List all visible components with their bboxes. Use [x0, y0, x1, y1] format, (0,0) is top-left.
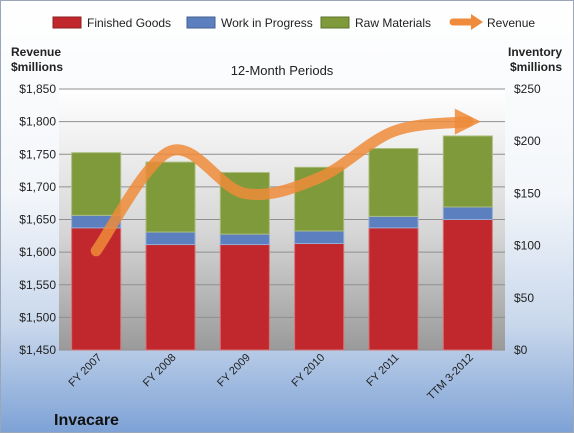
bar-finished-goods	[219, 244, 270, 351]
left-tick-label: $1,500	[19, 310, 56, 324]
company-name: Invacare	[54, 412, 119, 429]
stacked-bars	[71, 135, 493, 351]
category-label: TTM 3-2012	[425, 352, 476, 403]
left-tick-label: $1,800	[19, 115, 56, 129]
bar-raw-materials	[145, 161, 196, 233]
bar-raw-materials	[219, 172, 270, 235]
bar-work-in-progress	[368, 215, 419, 229]
category-label: FY 2008	[141, 352, 179, 390]
left-axis-label-line1: Revenue	[11, 45, 61, 59]
left-axis-label-line2: $millions	[11, 60, 63, 74]
category-label: FY 2010	[290, 352, 328, 390]
legend-arrow	[471, 14, 483, 30]
left-tick-label: $1,700	[19, 180, 56, 194]
revenue-line-path	[90, 116, 474, 257]
bar-work-in-progress	[442, 206, 493, 220]
left-tick-label: $1,750	[19, 147, 56, 161]
right-axis-label-line2: $millions	[510, 60, 562, 74]
legend-swatch-work-in-progress	[186, 16, 216, 29]
legend: Finished Goods Work in Progress Raw Materi…	[52, 14, 535, 30]
right-tick-label: $250	[514, 82, 541, 96]
revenue-arrowhead	[454, 108, 481, 135]
legend-label-raw-materials: Raw Materials	[355, 16, 431, 30]
bar-raw-materials	[442, 135, 493, 208]
legend-swatch-raw-materials	[320, 16, 350, 29]
bar-raw-materials	[71, 152, 122, 216]
left-tick-label: $1,850	[19, 82, 56, 96]
left-tick-label: $1,650	[19, 213, 56, 227]
left-tick-label: $1,450	[19, 343, 56, 357]
category-label: FY 2009	[215, 352, 253, 390]
category-label: FY 2007	[67, 352, 105, 390]
left-tick-label: $1,550	[19, 278, 56, 292]
bar-work-in-progress	[294, 230, 345, 245]
bar-finished-goods	[294, 243, 345, 351]
right-tick-label: $150	[514, 186, 541, 200]
legend-label-revenue: Revenue	[487, 16, 535, 30]
chart-title: 12-Month Periods	[231, 63, 334, 78]
right-axis-label-line1: Inventory	[508, 45, 562, 59]
bar-raw-materials	[368, 148, 419, 217]
right-tick-label: $50	[514, 291, 534, 305]
bar-work-in-progress	[145, 231, 196, 246]
bar-work-in-progress	[219, 233, 270, 246]
revenue-line	[90, 108, 481, 257]
bar-finished-goods	[368, 227, 419, 351]
right-tick-label: $200	[514, 134, 541, 148]
left-tick-label: $1,600	[19, 245, 56, 259]
bar-finished-goods	[145, 244, 196, 351]
category-label: FY 2011	[364, 352, 401, 389]
right-tick-label: $100	[514, 239, 541, 253]
legend-swatch-finished-goods	[52, 16, 82, 29]
bar-finished-goods	[442, 219, 493, 351]
legend-label-finished-goods: Finished Goods	[87, 16, 171, 30]
legend-label-work-in-progress: Work in Progress	[221, 16, 313, 30]
right-tick-label: $0	[514, 343, 528, 357]
